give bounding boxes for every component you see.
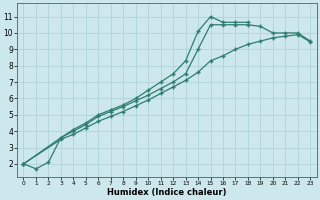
X-axis label: Humidex (Indice chaleur): Humidex (Indice chaleur) (107, 188, 227, 197)
